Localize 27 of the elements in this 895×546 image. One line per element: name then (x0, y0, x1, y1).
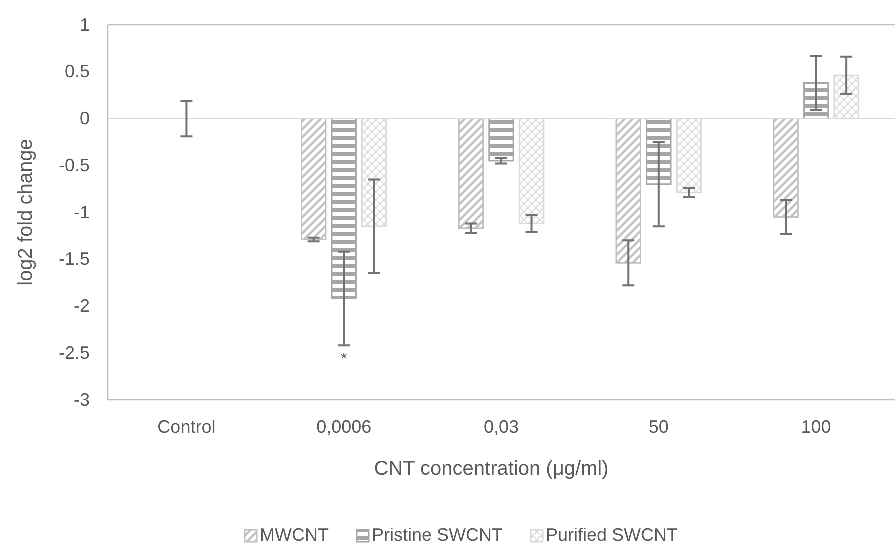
y-tick-label: 0.5 (64, 62, 90, 82)
x-tick-label: 0,03 (484, 416, 520, 437)
x-tick-label: 0,0006 (316, 416, 372, 437)
legend-label: Pristine SWCNT (372, 524, 503, 545)
x-tick-label: Control (158, 416, 216, 437)
y-tick-label: -1.5 (58, 249, 90, 270)
bar (331, 118, 357, 300)
y-axis-title: log2 fold change (15, 139, 37, 286)
y-tick-label: -3 (74, 390, 90, 410)
annotation: * (340, 350, 348, 368)
y-tick-label: 1 (80, 14, 90, 35)
bar (773, 118, 799, 218)
bar (488, 118, 514, 162)
legend-label: Purified SWCNT (546, 524, 678, 545)
bar (458, 118, 484, 230)
bar (616, 118, 642, 264)
y-tick-label: -0.5 (58, 155, 90, 176)
x-tick-label: 100 (801, 416, 832, 437)
y-tick-label: -2 (74, 296, 90, 316)
y-tick-label: -1 (74, 202, 90, 222)
y-tick-label: 0 (80, 108, 90, 129)
bar (300, 118, 327, 240)
bar (646, 118, 672, 186)
y-tick-label: -2.5 (58, 342, 90, 363)
legend-label: MWCNT (260, 524, 329, 545)
x-tick-label: 50 (648, 416, 669, 437)
x-axis-title: CNT concentration (μg/ml) (374, 458, 609, 480)
